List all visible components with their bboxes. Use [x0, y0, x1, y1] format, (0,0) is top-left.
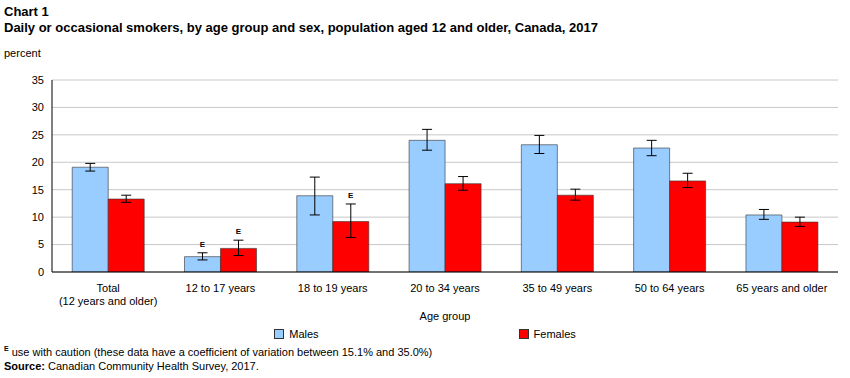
svg-text:E: E: [348, 191, 354, 200]
html-text:Daily or occasional smokers, b: Daily or occasional smokers, by age grou…: [4, 20, 598, 35]
svg-text:30: 30: [32, 101, 44, 113]
svg-text:(12 years and older): (12 years and older): [59, 295, 157, 307]
svg-text:15: 15: [32, 184, 44, 196]
svg-text:5: 5: [38, 238, 44, 250]
html-text:E use with caution (these data: E use with caution (these data have a co…: [4, 345, 433, 358]
svg-text:E: E: [236, 227, 242, 236]
svg-text:20: 20: [32, 156, 44, 168]
svg-text:E: E: [200, 240, 206, 249]
svg-text:25: 25: [32, 129, 44, 141]
svg-text:18 to 19 years: 18 to 19 years: [298, 282, 368, 294]
svg-text:10: 10: [32, 211, 44, 223]
svg-text:0: 0: [38, 266, 44, 278]
html-text:Chart 1: Chart 1: [4, 4, 49, 19]
svg-text:65 years and older: 65 years and older: [736, 282, 827, 294]
svg-text:20 to 34 years: 20 to 34 years: [410, 282, 480, 294]
svg-text:35: 35: [32, 74, 44, 86]
svg-text:Total: Total: [97, 282, 120, 294]
svg-text:12 to 17 years: 12 to 17 years: [186, 282, 256, 294]
svg-text:Age group: Age group: [420, 310, 471, 322]
html-text:Males: Males: [289, 328, 319, 340]
html-text:Source: Canadian Community Hea: Source: Canadian Community Health Survey…: [4, 360, 259, 372]
html-text:percent: percent: [4, 47, 41, 59]
html-text:Females: Females: [533, 328, 576, 340]
svg-text:35 to 49 years: 35 to 49 years: [522, 282, 592, 294]
svg-text:50 to 64 years: 50 to 64 years: [635, 282, 705, 294]
